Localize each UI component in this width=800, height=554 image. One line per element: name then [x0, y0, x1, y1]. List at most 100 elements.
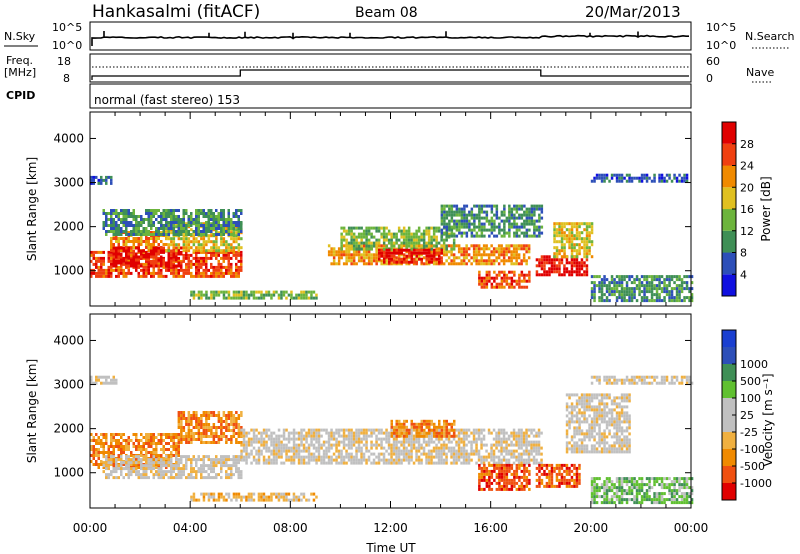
scatter-cell	[445, 461, 448, 465]
scatter-cell	[160, 268, 163, 272]
scatter-cell	[530, 216, 534, 220]
scatter-cell	[470, 443, 473, 447]
scatter-cell	[520, 285, 524, 289]
scatter-cell	[217, 253, 220, 257]
scatter-cell	[475, 231, 479, 235]
scatter-cell	[480, 256, 483, 260]
scatter-cell	[250, 290, 253, 294]
scatter-cell	[375, 250, 378, 254]
scatter-cell	[180, 470, 183, 474]
scatter-cell	[237, 467, 240, 471]
scatter-cell	[605, 287, 609, 291]
scatter-cell	[312, 443, 316, 447]
scatter-cell	[247, 443, 251, 447]
scatter-cell	[350, 262, 353, 266]
scatter-cell	[207, 218, 210, 221]
scatter-cell	[485, 270, 489, 274]
scatter-cell	[585, 228, 589, 232]
scatter-cell	[212, 250, 215, 254]
scatter-cell	[460, 231, 464, 235]
scatter-cell	[498, 225, 501, 229]
scatter-cell	[297, 431, 301, 435]
scatter-cell	[280, 296, 283, 300]
scatter-cell	[110, 442, 113, 445]
scatter-cell	[442, 446, 446, 450]
scatter-cell	[365, 428, 368, 432]
scatter-cell	[175, 458, 178, 462]
scatter-cell	[125, 258, 128, 262]
scatter-cell	[192, 296, 196, 300]
scatter-cell	[370, 428, 373, 432]
scatter-cell	[635, 278, 639, 282]
scatter-cell	[332, 253, 336, 257]
scatter-cell	[285, 449, 288, 453]
scatter-cell	[640, 275, 644, 279]
scatter-cell	[117, 439, 120, 442]
scatter-cell	[482, 443, 486, 447]
scatter-cell	[467, 247, 471, 251]
scatter-cell	[235, 423, 238, 426]
scatter-cell	[400, 461, 403, 465]
scatter-cell	[160, 224, 163, 227]
scatter-cell	[240, 426, 243, 429]
scatter-cell	[145, 218, 148, 221]
scatter-cell	[427, 458, 431, 462]
scatter-cell	[185, 224, 188, 227]
scatter-cell	[520, 216, 524, 220]
scatter-cell	[470, 228, 474, 232]
scatter-cell	[515, 228, 519, 232]
scatter-cell	[110, 212, 113, 215]
scatter-cell	[187, 240, 191, 244]
scatter-cell	[505, 279, 509, 283]
scatter-cell	[653, 299, 656, 303]
scatter-cell	[640, 179, 644, 183]
scatter-cell	[478, 207, 481, 211]
scatter-cell	[400, 449, 403, 453]
scatter-cell	[482, 247, 486, 251]
scatter-cell	[142, 436, 145, 439]
scatter-cell	[430, 238, 433, 242]
scatter-cell	[553, 258, 556, 262]
scatter-cell	[570, 222, 574, 226]
scatter-cell	[400, 241, 403, 245]
scatter-cell	[470, 446, 473, 450]
scatter-cell	[235, 271, 238, 275]
scatter-cell	[177, 233, 180, 236]
scatter-cell	[120, 433, 123, 436]
scatter-cell	[352, 440, 356, 444]
scatter-cell	[327, 253, 331, 257]
scatter-cell	[312, 431, 316, 435]
scatter-cell	[202, 411, 206, 414]
scatter-cell	[165, 455, 168, 459]
scatter-cell	[515, 231, 519, 235]
scatter-cell	[307, 461, 311, 465]
scatter-cell	[352, 244, 356, 248]
scatter-cell	[480, 216, 484, 220]
scatter-cell	[120, 218, 123, 221]
scatter-cell	[475, 244, 478, 248]
scatter-cell	[455, 213, 459, 217]
scatter-cell	[465, 204, 469, 208]
scatter-cell	[100, 442, 103, 445]
scatter-cell	[302, 293, 306, 297]
scatter-cell	[475, 234, 479, 238]
scatter-cell	[563, 231, 566, 235]
scatter-cell	[427, 455, 431, 459]
scatter-cell	[152, 209, 155, 212]
scatter-cell	[210, 458, 213, 462]
scatter-cell	[137, 473, 140, 477]
cpid-label: CPID	[6, 89, 35, 102]
scatter-cell	[177, 467, 180, 471]
scatter-cell	[337, 455, 341, 459]
scatter-cell	[578, 261, 581, 265]
scatter-cell	[100, 445, 103, 448]
scatter-cell	[465, 244, 468, 248]
scatter-cell	[97, 271, 100, 275]
scatter-cell	[365, 458, 368, 462]
scatter-cell	[242, 293, 246, 297]
scatter-cell	[495, 234, 499, 238]
scatter-cell	[225, 423, 228, 426]
scatter-cell	[375, 440, 378, 444]
scatter-cell	[212, 435, 216, 438]
scatter-cell	[255, 437, 258, 441]
